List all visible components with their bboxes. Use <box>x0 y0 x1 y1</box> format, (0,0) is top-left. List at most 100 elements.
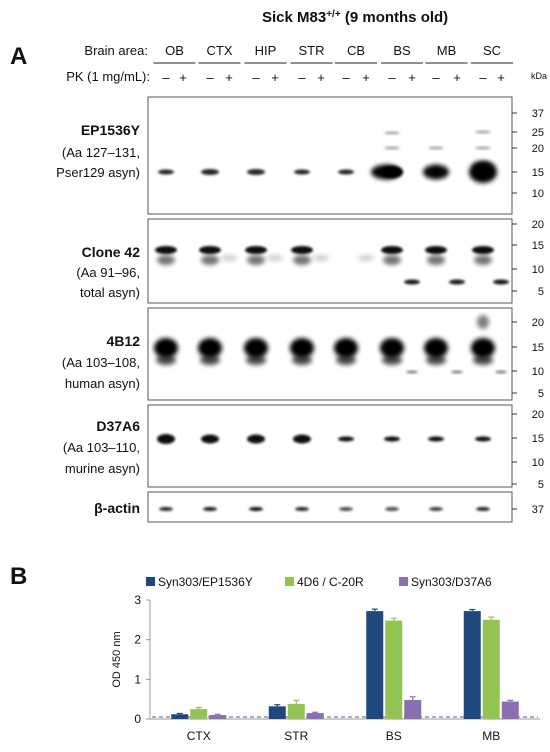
y-axis-label: OD 450 nm <box>111 631 123 687</box>
bar-bs-1 <box>366 611 384 719</box>
blot-band <box>473 355 493 365</box>
marker-kda: 37 <box>532 504 544 516</box>
blot-3: 4B12 (Aa 103–108, human asyn) 20 15 10 5 <box>62 307 544 401</box>
pk-minus: – <box>206 70 214 85</box>
brain-area-label: Brain area: <box>84 43 148 58</box>
bar-mb-2 <box>482 619 500 719</box>
blot-band <box>291 246 313 254</box>
blot-band <box>267 255 283 261</box>
blot-band <box>451 370 463 374</box>
blot-band <box>493 279 509 285</box>
legend-label-2: 4D6 / C-20R <box>297 575 364 589</box>
marker-kda: 15 <box>532 342 544 354</box>
blot-band <box>244 338 268 358</box>
blot-band <box>201 169 219 175</box>
bar-ctx-3 <box>209 715 227 719</box>
brain-area-mb: MB <box>437 43 457 58</box>
blot-frame <box>147 96 513 215</box>
pk-plus: + <box>179 70 187 85</box>
blot-band <box>475 436 491 442</box>
marker-kda: 10 <box>532 264 544 276</box>
x-tick-label: STR <box>284 729 308 743</box>
blot-band <box>383 255 401 265</box>
panel-a-header: A Sick M83+/+ (9 months old) Brain area:… <box>10 9 547 86</box>
marker-kda: 20 <box>532 219 544 231</box>
x-tick-label: MB <box>482 729 500 743</box>
pk-label: PK (1 mg/mL): <box>66 69 150 84</box>
blot-band <box>157 434 175 444</box>
marker-kda: 5 <box>538 286 544 298</box>
blot-band <box>294 169 310 175</box>
bar-bs-2 <box>385 620 403 719</box>
antibody-target: Pser129 asyn) <box>56 165 140 180</box>
blot-band <box>426 355 446 365</box>
blot-band <box>429 507 443 511</box>
blot-band <box>201 255 219 265</box>
pk-signs: – + – + – + – + – + – + – + – + <box>162 70 504 85</box>
antibody-name: EP1536Y <box>81 122 141 138</box>
bar-str-1 <box>268 706 286 719</box>
legend-swatch-3 <box>399 577 408 586</box>
pk-minus: – <box>252 70 260 85</box>
blot-band <box>381 246 403 254</box>
marker-kda: 20 <box>532 317 544 329</box>
blot-2: Clone 42 (Aa 91–96, total asyn) 20 15 10 5 <box>76 218 544 304</box>
brain-area-bs: BS <box>393 43 411 58</box>
blot-band <box>358 255 374 261</box>
blot-band <box>154 338 178 358</box>
pk-plus: + <box>225 70 233 85</box>
blot-band <box>471 338 495 358</box>
x-tick-label: BS <box>386 729 402 743</box>
blot-band <box>295 507 309 511</box>
panel-b-letter: B <box>10 563 27 590</box>
blot-band <box>449 279 465 285</box>
antibody-target: murine asyn) <box>65 461 140 476</box>
blot-band <box>495 370 507 374</box>
bar-str-2 <box>287 703 305 719</box>
blot-band <box>473 162 493 170</box>
blot-frame <box>147 404 513 488</box>
blot-band <box>157 255 175 265</box>
pk-plus: + <box>362 70 370 85</box>
marker-kda: 15 <box>532 433 544 445</box>
bar-bs-3 <box>404 699 422 719</box>
y-tick-label: 0 <box>134 712 141 726</box>
antibody-epitope: (Aa 127–131, <box>62 145 140 160</box>
blot-band <box>156 355 176 365</box>
blot-band <box>475 146 491 150</box>
bar-mb-3 <box>501 701 519 719</box>
blot-band <box>201 434 219 444</box>
bar-mb-1 <box>463 611 481 719</box>
blot-band <box>198 338 222 358</box>
blot-band <box>424 338 448 358</box>
antibody-name: Clone 42 <box>82 244 141 260</box>
pk-plus: + <box>271 70 279 85</box>
blot-band <box>246 355 266 365</box>
legend-swatch-1 <box>146 577 155 586</box>
blot-1: EP1536Y (Aa 127–131, Pser129 asyn) 37 25 20 15… <box>56 96 544 215</box>
y-tick-label: 1 <box>134 672 141 686</box>
blot-band <box>336 355 356 365</box>
pk-minus: – <box>342 70 350 85</box>
blot-band <box>334 338 358 358</box>
marker-kda: 20 <box>532 143 544 155</box>
blot-band <box>293 255 311 265</box>
bar-ctx-2 <box>190 709 208 719</box>
brain-area-cb: CB <box>347 43 365 58</box>
antibody-name: D37A6 <box>96 418 140 434</box>
blot-band <box>384 436 400 442</box>
blot-band <box>427 255 445 265</box>
panel-b: B Syn303/EP1536Y 4D6 / C-20R Syn303/D37A6 … <box>10 563 540 743</box>
blot-band <box>428 436 444 442</box>
blot-band <box>247 255 265 265</box>
marker-kda: 10 <box>532 457 544 469</box>
blot-band <box>404 279 420 285</box>
blot-band <box>155 246 177 254</box>
marker-kda: 25 <box>532 127 544 139</box>
brain-area-str: STR <box>299 43 325 58</box>
marker-kda: 10 <box>532 366 544 378</box>
marker-kda: 20 <box>532 409 544 421</box>
pk-minus: – <box>388 70 396 85</box>
blot-band <box>382 355 402 365</box>
brain-area-hip: HIP <box>255 43 277 58</box>
